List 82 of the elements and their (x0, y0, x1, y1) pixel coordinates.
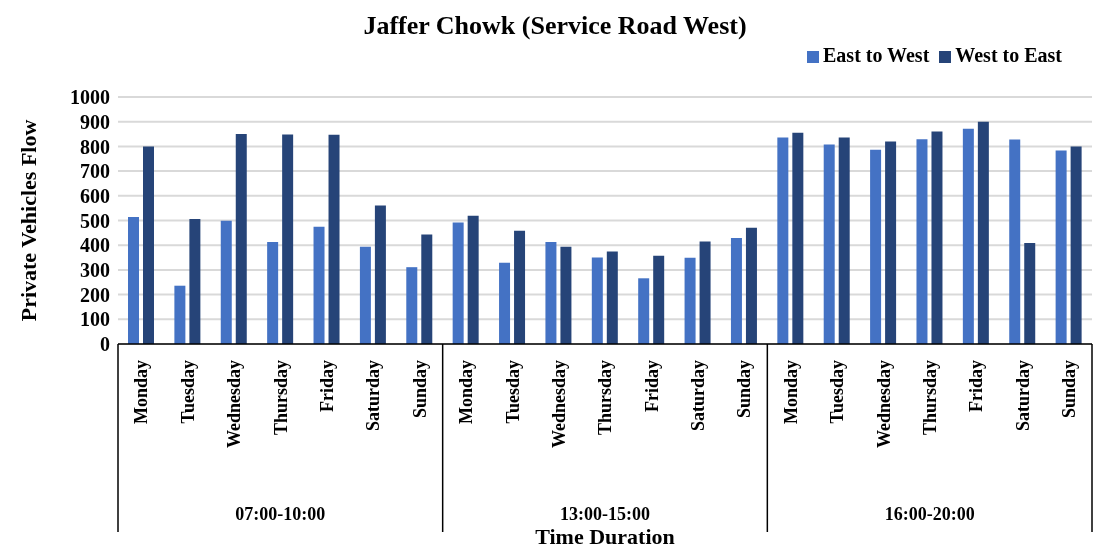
x-tick-label: Monday (131, 360, 152, 425)
bar (745, 227, 757, 344)
bar (1024, 242, 1036, 344)
bar (931, 131, 943, 344)
bar (977, 121, 989, 344)
bar (282, 134, 294, 344)
x-tick-label: Thursday (595, 360, 616, 436)
x-tick-label: Tuesday (502, 360, 523, 424)
bar (220, 220, 232, 344)
y-tick-label: 500 (80, 209, 110, 232)
bar (174, 285, 186, 344)
y-tick-label: 700 (80, 160, 110, 183)
x-tick-label: Wednesday (224, 360, 245, 449)
bar (313, 226, 325, 344)
bar (792, 132, 804, 344)
x-tick-label: Monday (456, 360, 477, 425)
y-tick-label: 300 (80, 259, 110, 281)
y-tick-label: 200 (80, 283, 110, 306)
x-tick-label: Monday (780, 360, 801, 425)
bar (606, 251, 618, 344)
x-tick-label: Friday (966, 360, 987, 412)
x-tick-label: Tuesday (177, 360, 198, 424)
y-axis-title: Private Vehicles Flow (15, 119, 41, 322)
x-tick-label: Saturday (363, 360, 384, 432)
x-tick-label: Friday (317, 360, 338, 412)
text: 16:00-20:00 (884, 504, 975, 524)
y-tick-label: 0 (100, 333, 110, 356)
y-tick-label: 800 (80, 135, 110, 158)
x-tick-label: Saturday (1012, 360, 1033, 432)
text: 13:00-15:00 (560, 504, 650, 524)
bar (545, 241, 557, 344)
bar (823, 144, 835, 344)
chart-title: Jaffer Chowk (Service Road West) (362, 10, 748, 42)
x-tick-label: Thursday (919, 360, 940, 436)
bar (916, 139, 928, 344)
bar (189, 219, 201, 344)
bar (374, 205, 386, 344)
bar (452, 222, 464, 344)
bar (870, 149, 882, 344)
bar (653, 255, 665, 344)
bar (421, 234, 433, 344)
bar (235, 134, 247, 344)
legend-label: West to East (955, 44, 1062, 66)
x-axis-title: Time Duration (535, 524, 675, 549)
x-tick-label: Tuesday (827, 360, 848, 424)
bar (838, 137, 850, 344)
bar (406, 267, 418, 344)
legend-label: East to West (823, 44, 930, 66)
y-tick-label: 100 (80, 308, 110, 331)
text: 07:00-10:00 (235, 504, 326, 524)
bar (730, 238, 742, 344)
bar (359, 246, 371, 344)
x-tick-label: Sunday (409, 360, 430, 419)
y-tick-label: 900 (80, 110, 110, 133)
bar (499, 262, 511, 344)
bar (777, 137, 789, 344)
x-tick-label: Sunday (1059, 360, 1080, 419)
bar (962, 128, 974, 344)
x-tick-label: Thursday (270, 360, 291, 436)
bar (684, 257, 696, 344)
bar (638, 278, 650, 344)
bar (328, 134, 340, 344)
bar (1009, 139, 1021, 344)
bar (467, 215, 479, 344)
x-tick-label: Wednesday (873, 360, 894, 449)
bar (514, 230, 526, 344)
x-tick-label: Saturday (688, 360, 709, 432)
y-tick-label: 1000 (70, 86, 110, 109)
bar (128, 217, 139, 344)
bar (1070, 146, 1082, 344)
bar (560, 246, 572, 344)
bar (591, 257, 603, 344)
x-tick-label: Friday (641, 360, 662, 412)
bar (699, 241, 711, 344)
bar (1055, 150, 1067, 344)
bar (885, 141, 897, 344)
bar (267, 241, 279, 344)
bar (143, 146, 154, 344)
x-tick-label: Wednesday (548, 360, 569, 449)
y-tick-label: 600 (80, 184, 110, 207)
y-tick-label: 400 (80, 234, 110, 257)
x-tick-label: Sunday (734, 360, 755, 419)
